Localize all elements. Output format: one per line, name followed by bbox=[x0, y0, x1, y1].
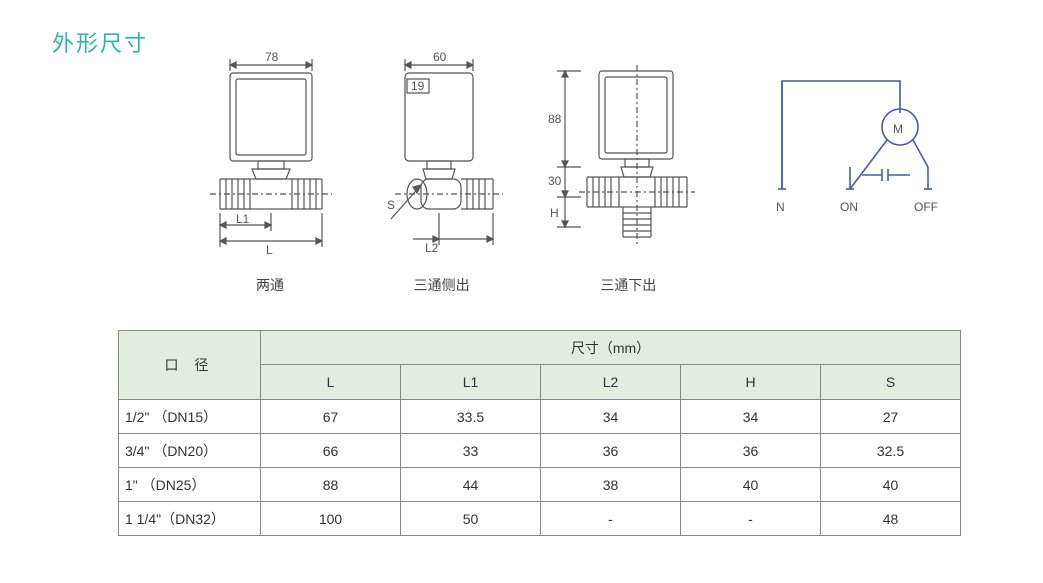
cell: 34 bbox=[681, 400, 821, 434]
three-way-bottom-svg: 88 30 H bbox=[543, 51, 713, 261]
cell: 88 bbox=[261, 468, 401, 502]
svg-text:H: H bbox=[550, 206, 559, 220]
row-label: 1/2" （DN15） bbox=[119, 400, 261, 434]
subheader-L: L bbox=[261, 365, 401, 400]
cell: 40 bbox=[821, 468, 961, 502]
diagram-two-way: 78 bbox=[200, 51, 340, 295]
header-caliber: 口 径 bbox=[119, 331, 261, 400]
caption-wiring bbox=[843, 251, 847, 267]
header-dimensions: 尺寸（mm） bbox=[261, 331, 961, 365]
diagram-three-way-bottom: 88 30 H bbox=[543, 51, 713, 295]
two-way-svg: 78 bbox=[200, 51, 340, 261]
svg-text:60: 60 bbox=[433, 51, 447, 64]
svg-text:L1: L1 bbox=[236, 212, 250, 226]
section-title: 外形尺寸 bbox=[52, 26, 148, 58]
table-row: 1" （DN25） 88 44 38 40 40 bbox=[119, 468, 961, 502]
subheader-L2: L2 bbox=[541, 365, 681, 400]
cell: 36 bbox=[541, 434, 681, 468]
svg-text:S: S bbox=[387, 198, 395, 212]
cell: 33 bbox=[401, 434, 541, 468]
cell: 66 bbox=[261, 434, 401, 468]
diagrams-row: 78 bbox=[200, 70, 940, 295]
svg-text:78: 78 bbox=[265, 51, 279, 64]
svg-text:L2: L2 bbox=[425, 241, 439, 255]
svg-text:N: N bbox=[776, 200, 785, 214]
cell: 44 bbox=[401, 468, 541, 502]
cell: 33.5 bbox=[401, 400, 541, 434]
table-row: 1/2" （DN15） 67 33.5 34 34 27 bbox=[119, 400, 961, 434]
cell: 48 bbox=[821, 502, 961, 536]
dimensions-table: 口 径 尺寸（mm） L L1 L2 H S 1/2" （DN15） 67 33… bbox=[118, 330, 961, 536]
table-row: 3/4" （DN20） 66 33 36 36 32.5 bbox=[119, 434, 961, 468]
caption-three-way-bottom: 三通下出 bbox=[600, 275, 656, 295]
subheader-L1: L1 bbox=[401, 365, 541, 400]
svg-text:30: 30 bbox=[548, 174, 562, 188]
table-header-row-1: 口 径 尺寸（mm） bbox=[119, 331, 961, 365]
row-label: 1" （DN25） bbox=[119, 468, 261, 502]
caption-three-way-side: 三通侧出 bbox=[414, 275, 470, 295]
cell: 27 bbox=[821, 400, 961, 434]
three-way-side-svg: 60 19 bbox=[377, 51, 507, 261]
row-label: 3/4" （DN20） bbox=[119, 434, 261, 468]
cell: - bbox=[681, 502, 821, 536]
cell: 67 bbox=[261, 400, 401, 434]
wiring-svg: M N ON OFF bbox=[750, 67, 940, 237]
svg-text:M: M bbox=[893, 122, 903, 136]
diagram-wiring: M N ON OFF bbox=[750, 67, 940, 295]
table-row: 1 1/4"（DN32） 100 50 - - 48 bbox=[119, 502, 961, 536]
svg-text:ON: ON bbox=[840, 200, 858, 214]
subheader-S: S bbox=[821, 365, 961, 400]
svg-text:19: 19 bbox=[411, 79, 425, 93]
cell: 34 bbox=[541, 400, 681, 434]
cell: 38 bbox=[541, 468, 681, 502]
cell: 40 bbox=[681, 468, 821, 502]
cell: 100 bbox=[261, 502, 401, 536]
cell: 32.5 bbox=[821, 434, 961, 468]
cell: 36 bbox=[681, 434, 821, 468]
cell: - bbox=[541, 502, 681, 536]
subheader-H: H bbox=[681, 365, 821, 400]
cell: 50 bbox=[401, 502, 541, 536]
svg-text:88: 88 bbox=[548, 112, 562, 126]
svg-text:L: L bbox=[266, 243, 273, 257]
row-label: 1 1/4"（DN32） bbox=[119, 502, 261, 536]
caption-two-way: 两通 bbox=[256, 275, 284, 295]
svg-text:OFF: OFF bbox=[914, 200, 938, 214]
diagram-three-way-side: 60 19 bbox=[377, 51, 507, 295]
